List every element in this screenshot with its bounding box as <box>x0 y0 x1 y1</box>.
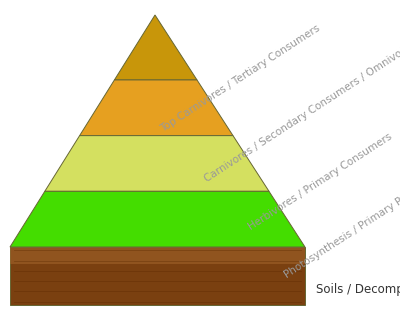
Polygon shape <box>10 247 305 264</box>
Polygon shape <box>80 80 233 136</box>
Text: Carnivores / Secondary Consumers / Omnivores: Carnivores / Secondary Consumers / Omniv… <box>202 40 400 184</box>
Text: Photosynthesis / Primary Producers: Photosynthesis / Primary Producers <box>282 171 400 280</box>
Text: Top Carnivores / Tertiary Consumers: Top Carnivores / Tertiary Consumers <box>158 23 322 134</box>
Text: Herbivores / Primary Consumers: Herbivores / Primary Consumers <box>246 132 394 232</box>
Polygon shape <box>10 191 305 247</box>
Text: Soils / Decomposers: Soils / Decomposers <box>316 283 400 296</box>
Polygon shape <box>114 15 197 80</box>
Polygon shape <box>10 247 305 305</box>
Polygon shape <box>45 136 269 191</box>
